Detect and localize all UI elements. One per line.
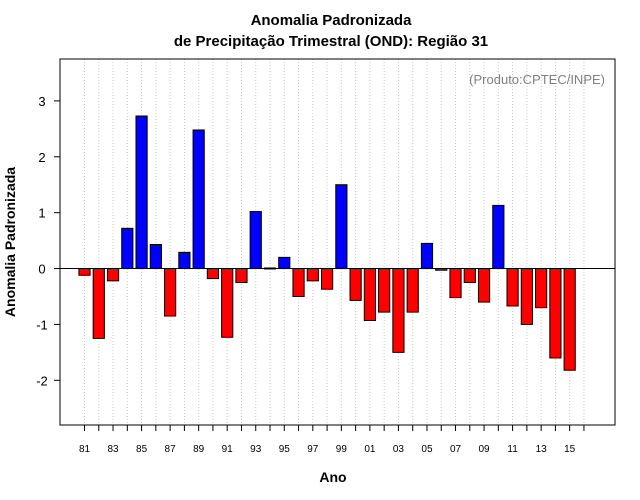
bar-98 bbox=[320, 268, 334, 290]
x-tick-label: 85 bbox=[136, 444, 148, 455]
x-tick-label: 87 bbox=[165, 444, 177, 455]
bar-08 bbox=[463, 268, 476, 284]
bar-15 bbox=[563, 268, 576, 371]
bar-83 bbox=[106, 268, 120, 282]
y-tick-label: -1 bbox=[36, 317, 48, 332]
bar-07 bbox=[449, 268, 462, 299]
plot-frame bbox=[59, 58, 616, 426]
x-tick-label: 05 bbox=[421, 444, 433, 455]
y-tick-label: 3 bbox=[38, 94, 45, 109]
bar-82 bbox=[92, 268, 105, 339]
x-tick-label: 81 bbox=[79, 444, 91, 455]
bar-95 bbox=[278, 256, 291, 270]
x-axis-label: Ano bbox=[319, 469, 346, 485]
y-axis-label: Anomalia Padronizada bbox=[2, 167, 18, 317]
y-tick-label: 1 bbox=[38, 206, 45, 221]
y-tick-label: -2 bbox=[36, 373, 48, 388]
x-tick-label: 11 bbox=[507, 444, 518, 455]
bar-94 bbox=[263, 267, 277, 270]
bars bbox=[78, 115, 576, 371]
bar-10 bbox=[492, 204, 505, 270]
x-tick-label: 09 bbox=[478, 444, 490, 455]
x-tick-label: 83 bbox=[107, 444, 119, 455]
bar-97 bbox=[306, 268, 319, 282]
bar-03 bbox=[392, 268, 405, 353]
bar-06 bbox=[435, 268, 448, 271]
bar-02 bbox=[378, 268, 391, 313]
x-tick-label: 95 bbox=[279, 444, 291, 455]
bar-91 bbox=[221, 268, 234, 338]
y-axis: -2 -1 0 1 2 3 bbox=[36, 94, 60, 388]
bar-05 bbox=[420, 242, 434, 270]
gridlines bbox=[84, 59, 585, 425]
bar-96 bbox=[292, 268, 305, 297]
bar-12 bbox=[520, 268, 533, 325]
x-tick-label: 01 bbox=[364, 444, 376, 455]
chart-title-line1: Anomalia Padronizada bbox=[251, 12, 413, 29]
x-tick-label: 93 bbox=[250, 444, 262, 455]
bar-09 bbox=[477, 268, 491, 303]
x-tick-label: 89 bbox=[193, 444, 205, 455]
x-tick-label: 91 bbox=[222, 444, 234, 455]
bar-04 bbox=[406, 268, 419, 313]
x-tick-label: 99 bbox=[336, 444, 348, 455]
chart-title-line2: de Precipitação Trimestral (OND): Região… bbox=[174, 33, 488, 50]
bar-86 bbox=[149, 244, 162, 270]
y-tick-label: 0 bbox=[38, 262, 45, 277]
bar-14 bbox=[549, 268, 562, 359]
x-tick-label: 97 bbox=[307, 444, 319, 455]
bar-01 bbox=[363, 268, 376, 322]
bar-88 bbox=[178, 251, 191, 270]
x-tick-label: 07 bbox=[450, 444, 462, 455]
credit-text: (Produto:CPTEC/INPE) bbox=[469, 72, 605, 87]
bar-90 bbox=[206, 268, 220, 280]
bar-99 bbox=[335, 184, 348, 270]
bar-87 bbox=[164, 268, 177, 317]
bar-92 bbox=[235, 268, 248, 284]
y-tick-label: 2 bbox=[38, 150, 45, 165]
x-tick-label: 13 bbox=[536, 444, 548, 455]
bar-81 bbox=[78, 268, 91, 276]
x-axis: 81 83 85 87 89 91 93 95 97 99 01 03 05 07 09 11 13 15 bbox=[79, 425, 585, 455]
bar-93 bbox=[249, 211, 262, 270]
bar-11 bbox=[506, 268, 519, 307]
bar-85 bbox=[135, 115, 148, 270]
bar-89 bbox=[192, 129, 205, 270]
bar-84 bbox=[121, 227, 134, 270]
x-tick-label: 03 bbox=[393, 444, 405, 455]
bar-00 bbox=[349, 268, 362, 301]
bar-13 bbox=[535, 268, 548, 309]
x-tick-label: 15 bbox=[564, 444, 576, 455]
